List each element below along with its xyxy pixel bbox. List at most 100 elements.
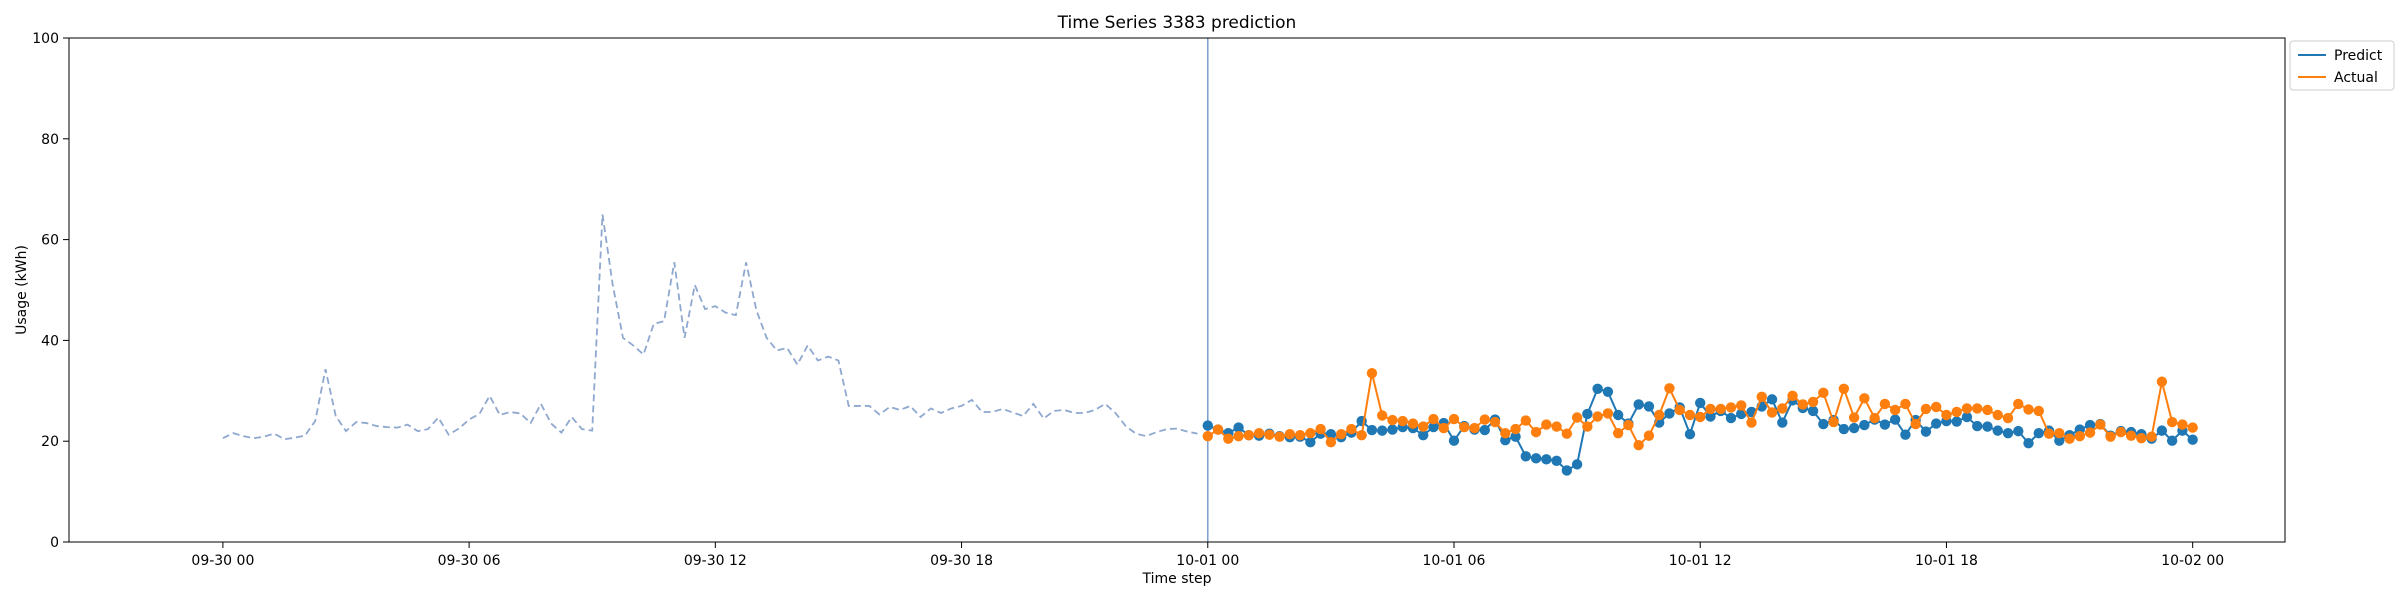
predict-point [1777,417,1788,428]
actual-point [1459,421,1470,433]
actual-point [2074,430,2086,442]
actual-point [1930,401,1942,413]
actual-point [1510,423,1521,435]
actual-point [1202,430,1213,442]
actual-point [1900,398,1911,410]
actual-point [1264,429,1275,440]
y-tick-label: 80 [41,132,59,148]
predict-point [1961,411,1973,423]
actual-point [1253,427,1265,439]
predict-point [1612,409,1624,421]
y-tick-label: 0 [50,535,59,551]
x-tick-label: 10-01 00 [1176,553,1239,569]
actual-point [1653,409,1665,421]
actual-point [1633,440,1644,451]
x-tick-label: 10-01 12 [1669,553,1732,569]
predict-point [1510,431,1521,442]
actual-point [1489,416,1501,428]
actual-point [1889,404,1901,416]
actual-point [1982,404,1993,416]
actual-point [1366,367,1378,379]
actual-point [1756,391,1767,403]
actual-point [2084,427,2096,438]
actual-point [1233,430,1244,442]
x-tick-label: 10-01 06 [1423,553,1486,569]
actual-point [1807,396,1819,408]
predict-point [1684,428,1696,440]
actual-point [1356,429,1367,441]
predict-point [1725,412,1737,424]
predict-point [1879,419,1891,430]
actual-point [1961,403,1973,414]
x-tick-label: 09-30 18 [930,553,993,569]
x-tick-label: 09-30 00 [191,553,254,569]
predict-point [1418,429,1429,441]
y-tick-label: 40 [41,333,59,349]
actual-point [1859,393,1870,404]
actual-point [1715,403,1726,415]
actual-point [1920,403,1932,415]
predict-point [1664,408,1675,419]
y-tick-label: 60 [41,233,59,249]
actual-point [1797,399,1809,410]
predict-point [1951,416,1962,427]
predict-point [2166,435,2178,446]
predict-point [1633,399,1644,410]
predict-point [1233,422,1244,433]
predict-point [2187,434,2198,445]
actual-point [1428,413,1439,425]
predict-point [1920,426,1932,437]
predict-point [1530,453,1542,464]
predict-point [1838,423,1850,435]
legend: Predict Actual [2289,40,2395,91]
actual-point [1407,418,1419,429]
actual-point [1869,412,1880,424]
actual-point [2054,427,2065,439]
actual-point [1746,417,1757,428]
actual-point [1541,419,1552,430]
actual-point [2023,404,2034,415]
actual-point [1376,410,1388,421]
actual-point [2033,405,2044,417]
predict-point [1561,465,1573,476]
predict-point [1428,421,1439,433]
actual-point [2136,432,2147,444]
actual-point [1479,414,1490,425]
predict-point [1305,437,1316,448]
forecast-series [1202,367,2198,476]
legend-predict-label: Predict [2334,48,2383,64]
x-tick-label: 09-30 06 [438,553,501,569]
actual-point [2187,422,2198,433]
actual-point [1992,409,2003,421]
actual-point [1828,416,1839,428]
actual-point [1500,427,1511,439]
actual-point [1787,390,1798,402]
predict-point [1448,435,1460,446]
actual-point [1469,422,1480,434]
actual-point [1684,409,1696,421]
predict-point [1202,420,1213,431]
actual-point [2156,376,2168,387]
actual-point [2125,430,2137,441]
predict-point [1930,418,1942,429]
actual-point [1582,421,1593,432]
predict-point [1695,397,1706,409]
predict-point [2054,435,2065,446]
actual-point [1274,431,1285,442]
actual-point [1530,426,1542,438]
predict-point [1848,422,1860,434]
legend-actual-label: Actual [2334,70,2378,86]
predict-point [1592,383,1603,394]
actual-point [2064,433,2075,444]
chart-title: Time Series 3383 prediction [1057,13,1297,33]
predict-point [1766,394,1778,405]
actual-point [2095,419,2106,430]
predict-point [2002,427,2014,439]
actual-point [1448,413,1460,425]
actual-point [1766,407,1778,418]
actual-point [1695,411,1706,423]
actual-point [1294,429,1306,441]
series-actual [1202,367,2198,451]
